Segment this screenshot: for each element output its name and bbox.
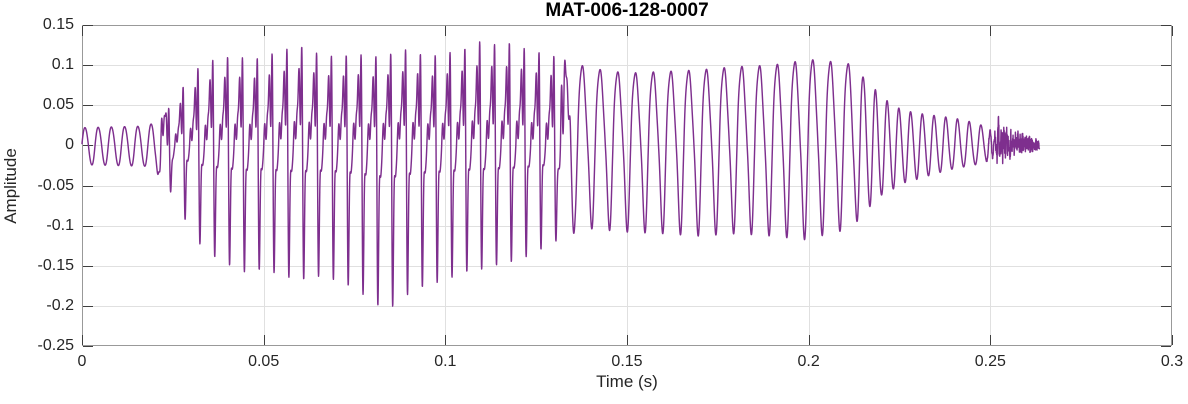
x-tick-label: 0.15 [611,353,643,370]
y-tick-label: 0.15 [42,16,74,33]
y-tick-label: 0.05 [42,96,74,114]
y-tick-label: -0.15 [37,256,74,274]
y-tick-label: -0.25 [37,337,74,354]
x-tick-label: 0.2 [797,353,820,370]
x-tick-label: 0.05 [248,353,280,370]
x-tick-label: 0.25 [974,353,1006,370]
y-tick-label: -0.05 [37,176,74,194]
y-tick-label: 0 [65,136,74,154]
y-tick-label: -0.2 [46,296,74,314]
y-tick-label: -0.1 [46,216,74,234]
x-tick-label: 0 [77,353,87,370]
y-tick-label: 0.1 [51,56,74,74]
plot-title: MAT-006-128-0007 [545,0,709,21]
x-tick-label: 0.3 [1160,353,1184,370]
x-axis-label: Time (s) [596,372,658,391]
x-tick-label: 0.1 [434,353,457,370]
